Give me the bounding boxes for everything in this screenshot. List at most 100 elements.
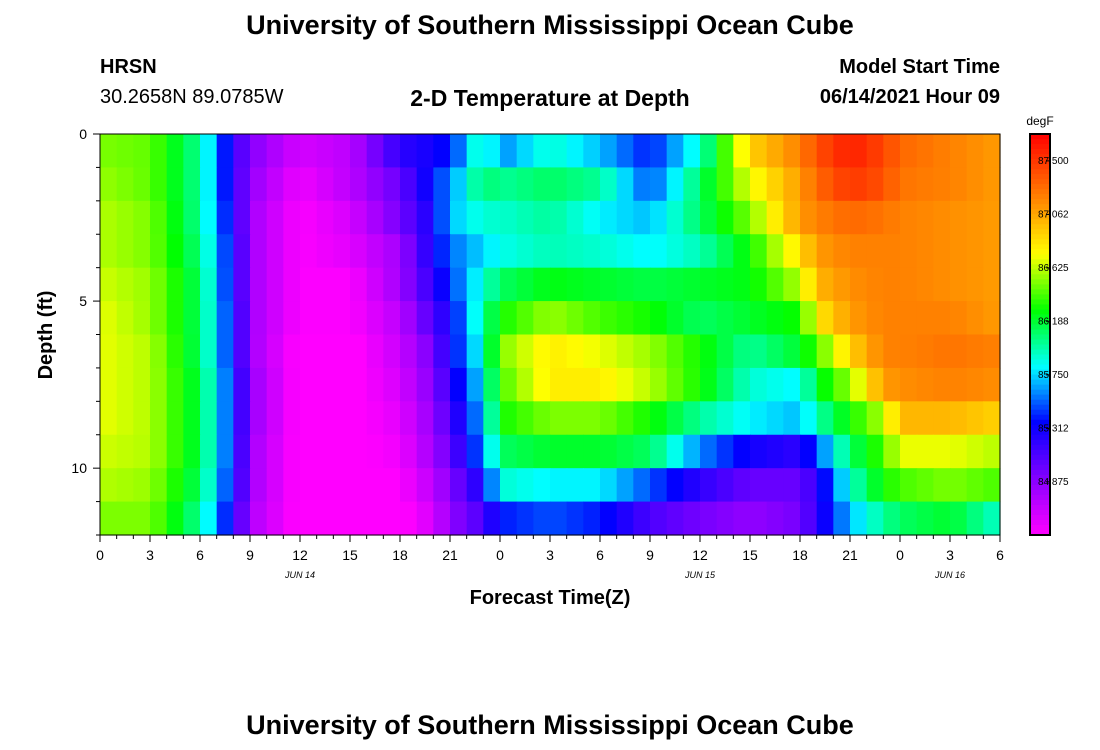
heatmap-cell [800, 267, 818, 302]
colorbar-segment [1030, 314, 1050, 321]
heatmap-cell [550, 234, 568, 269]
colorbar-tick-label: 86.188 [1038, 316, 1069, 327]
heatmap-cell [533, 367, 551, 402]
heatmap-cell [850, 367, 868, 402]
heatmap-cell [266, 434, 284, 469]
heatmap-cell [816, 367, 834, 402]
heatmap-cell [583, 434, 601, 469]
heatmap-cell [183, 134, 201, 169]
heatmap-cell [316, 301, 334, 336]
x-tick-label: 3 [146, 547, 154, 563]
heatmap-cell [766, 267, 784, 302]
heatmap-cell [266, 234, 284, 269]
heatmap-cell [550, 401, 568, 436]
heatmap-cell [466, 200, 484, 235]
heatmap-cell [850, 434, 868, 469]
heatmap-cell [100, 200, 118, 235]
heatmap-cell [100, 167, 118, 202]
heatmap-cell [150, 501, 168, 536]
heatmap-cell [816, 301, 834, 336]
heatmap-cell [766, 234, 784, 269]
bottom-title: University of Southern Mississippi Ocean… [246, 710, 854, 740]
heatmap-cell [933, 267, 951, 302]
heatmap-cell [866, 167, 884, 202]
x-tick-label: 6 [596, 547, 604, 563]
heatmap-cell [650, 468, 668, 503]
heatmap-cell [916, 301, 934, 336]
heatmap-cell [566, 234, 584, 269]
colorbar-segment [1030, 499, 1050, 506]
heatmap-cell [550, 200, 568, 235]
heatmap-cell [600, 167, 618, 202]
heatmap-cell [433, 267, 451, 302]
heatmap-cell [466, 267, 484, 302]
heatmap-cell [666, 434, 684, 469]
heatmap-cell [133, 434, 151, 469]
heatmap-cell [633, 200, 651, 235]
heatmap-cell [266, 301, 284, 336]
colorbar-segment [1030, 339, 1050, 346]
heatmap-cells [100, 134, 1001, 536]
heatmap-cell [216, 301, 234, 336]
heatmap-cell [166, 367, 184, 402]
heatmap-cell [666, 334, 684, 369]
heatmap-cell [683, 267, 701, 302]
colorbar-segment [1030, 329, 1050, 336]
heatmap-cell [350, 167, 368, 202]
heatmap-cell [383, 167, 401, 202]
x-axis: 0 3 6 9 12 15 18 21 0 3 6 9 12 15 18 21 0 3 6 [96, 535, 1004, 563]
heatmap-cell [966, 434, 984, 469]
heatmap-cell [733, 334, 751, 369]
heatmap-cell [516, 267, 534, 302]
heatmap-cell [366, 234, 384, 269]
heatmap-cell [966, 200, 984, 235]
heatmap-cell [766, 468, 784, 503]
heatmap-cell [633, 468, 651, 503]
heatmap-cell [750, 301, 768, 336]
colorbar-segment [1030, 204, 1050, 210]
heatmap-cell [466, 401, 484, 436]
heatmap-cell [383, 334, 401, 369]
heatmap-cell [783, 234, 801, 269]
heatmap-cell [916, 267, 934, 302]
heatmap-cell [816, 167, 834, 202]
x-tick-label: 0 [496, 547, 504, 563]
heatmap-cell [783, 434, 801, 469]
heatmap-cell [150, 167, 168, 202]
heatmap-cell [766, 301, 784, 336]
heatmap-cell [433, 367, 451, 402]
heatmap-cell [850, 301, 868, 336]
heatmap-cell [983, 434, 1001, 469]
colorbar-segment [1030, 369, 1050, 376]
colorbar-segment [1030, 309, 1050, 316]
heatmap-cell [216, 434, 234, 469]
heatmap-cell [266, 367, 284, 402]
colorbar-segment [1030, 144, 1050, 150]
heatmap-cell [400, 134, 418, 169]
heatmap-cell [700, 468, 718, 503]
heatmap-cell [416, 301, 434, 336]
heatmap-cell [916, 167, 934, 202]
heatmap-cell [716, 501, 734, 536]
colorbar-segment [1030, 299, 1050, 306]
heatmap-cell [233, 267, 251, 302]
colorbar-segment [1030, 259, 1050, 265]
heatmap-cell [916, 434, 934, 469]
colorbar-segment [1030, 229, 1050, 235]
heatmap-cell [183, 267, 201, 302]
heatmap-cell [650, 434, 668, 469]
heatmap-cell [133, 267, 151, 302]
heatmap-cell [316, 501, 334, 536]
heatmap-cell [300, 200, 318, 235]
colorbar-tick-label: 84.875 [1038, 477, 1069, 488]
heatmap-cell [666, 167, 684, 202]
heatmap-cell [183, 301, 201, 336]
heatmap-cell [866, 234, 884, 269]
heatmap-cell [833, 234, 851, 269]
heatmap-cell [300, 334, 318, 369]
heatmap-cell [966, 134, 984, 169]
heatmap-cell [816, 334, 834, 369]
heatmap-cell [816, 134, 834, 169]
heatmap-cell [716, 234, 734, 269]
colorbar-unit: degF [1026, 114, 1053, 128]
